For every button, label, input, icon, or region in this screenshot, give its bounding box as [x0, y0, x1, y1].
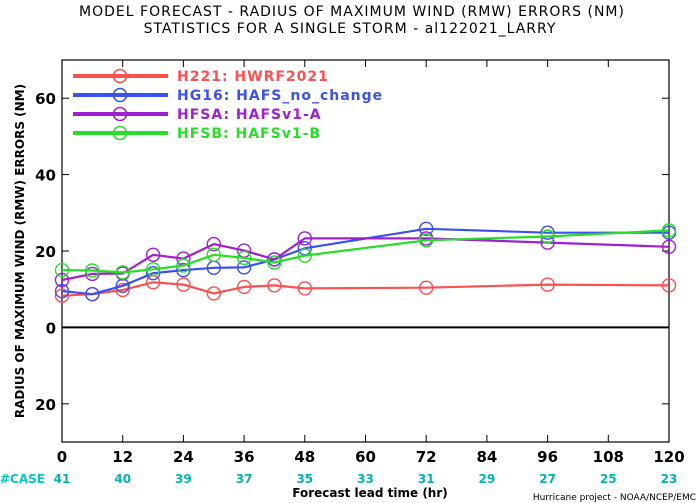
x-axis-label: Forecast lead time (hr) [292, 486, 448, 500]
data-point-hg16 [540, 225, 555, 240]
data-point-hg16 [85, 287, 100, 302]
data-point-h221 [419, 280, 434, 295]
data-point-hg16 [145, 266, 161, 281]
data-point-hfsb [145, 262, 161, 277]
legend-label-h221: H221: HWRF2021 [177, 69, 329, 85]
data-point-hfsb [236, 250, 252, 266]
y-tick-label: 40 [35, 167, 56, 185]
y-axis-label: RADIUS OF MAXIMUM WIND (RMW) ERRORS (NM) [13, 84, 27, 418]
data-point-hfsa [297, 231, 312, 246]
data-point-h221 [540, 277, 555, 292]
series-line-hfsb [61, 229, 670, 274]
data-point-hfsb [206, 247, 222, 263]
data-point-hfsb [54, 262, 70, 278]
x-tick-label: 96 [537, 448, 558, 466]
data-point-h221 [54, 288, 70, 303]
chart-title-line2: STATISTICS FOR A SINGLE STORM - al122021… [144, 21, 557, 37]
legend-label-hg16: HG16: HAFS_no_change [177, 88, 383, 104]
legend-label-hfsb: HFSB: HAFSv1-B [177, 126, 321, 142]
case-label: #CASE [0, 472, 45, 486]
chart-title-line1: MODEL FORECAST - RADIUS OF MAXIMUM WIND … [79, 4, 625, 20]
case-count: 31 [418, 472, 435, 486]
data-point-h221 [661, 278, 677, 293]
case-count: 25 [600, 472, 617, 486]
data-point-hg16 [176, 262, 191, 278]
y-tick-label: 0 [46, 319, 56, 337]
axis-ticks: 0 12 24 36 48 60 72 84 96 108 120 20 0 20 40 60 [35, 60, 685, 466]
plot-frame [61, 59, 670, 443]
legend-swatch-marker-hfsb [112, 125, 128, 141]
case-count: 37 [236, 472, 253, 486]
x-tick-label: 60 [355, 448, 376, 466]
data-point-hg16 [419, 221, 434, 237]
data-point-hfsa [145, 247, 161, 263]
x-tick-label: 84 [476, 448, 497, 466]
data-point-hfsb [419, 233, 434, 248]
data-point-hfsb [115, 265, 130, 280]
data-point-hfsb [661, 223, 677, 238]
case-count: 40 [114, 472, 131, 486]
data-point-hg16 [54, 283, 70, 299]
case-count-row: #CASE 41 40 39 37 35 33 31 29 27 25 23 [0, 472, 677, 486]
case-count: 35 [296, 472, 313, 486]
data-point-hfsb [540, 229, 555, 244]
data-point-h221 [206, 286, 222, 301]
data-point-hfsb [267, 255, 282, 270]
data-point-h221 [115, 282, 130, 298]
series-line-hg16 [61, 227, 669, 296]
legend-swatch-marker-h221 [112, 68, 128, 84]
x-tick-label: 12 [112, 448, 133, 466]
data-point-h221 [297, 281, 312, 296]
legend: H221: HWRF2021 HG16: HAFS_no_change HFSA: … [73, 68, 383, 142]
data-point-hfsb [176, 258, 191, 273]
data-point-hfsa [54, 272, 70, 288]
data-point-hfsb [85, 263, 100, 278]
x-tick-label: 0 [57, 448, 67, 466]
data-point-h221 [267, 278, 282, 293]
x-tick-label: 120 [653, 448, 684, 466]
x-tick-label: 72 [416, 448, 437, 466]
data-point-hg16 [236, 260, 252, 275]
data-point-hfsa [85, 266, 100, 282]
legend-swatch-marker-hg16 [112, 87, 128, 103]
legend-swatch-marker-hfsa [112, 106, 128, 122]
data-point-h221 [176, 277, 191, 292]
case-count: 27 [539, 472, 556, 486]
y-tick-label: 20 [35, 396, 56, 414]
case-count: 41 [54, 472, 71, 486]
case-count: 29 [479, 472, 496, 486]
x-tick-label: 24 [173, 448, 194, 466]
x-tick-label: 48 [294, 448, 315, 466]
case-count: 23 [661, 472, 678, 486]
x-tick-label: 36 [234, 448, 255, 466]
y-tick-label: 20 [35, 243, 56, 261]
series-layer [54, 221, 677, 303]
data-point-hfsa [661, 239, 677, 255]
y-tick-label: 60 [35, 90, 56, 108]
data-point-hfsa [206, 236, 222, 252]
data-point-hfsb [297, 248, 312, 263]
legend-label-hfsa: HFSA: HAFSv1-A [177, 107, 322, 123]
data-point-hfsa [267, 252, 282, 267]
case-count: 39 [175, 472, 192, 486]
x-tick-label: 108 [593, 448, 624, 466]
case-count: 33 [357, 472, 374, 486]
credit-text: Hurricane project - NOAA/NCEP/EMC [533, 493, 696, 503]
data-point-h221 [236, 279, 252, 295]
